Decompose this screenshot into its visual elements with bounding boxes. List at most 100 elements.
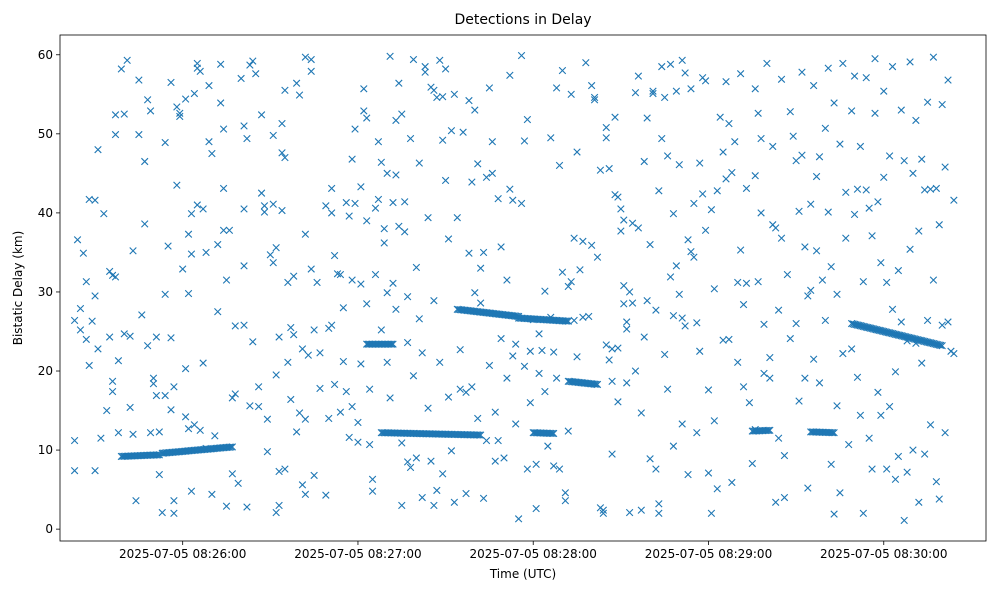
data-point xyxy=(488,138,497,146)
data-point xyxy=(227,443,235,451)
data-point xyxy=(592,380,600,388)
data-point xyxy=(316,349,324,357)
data-point xyxy=(167,334,175,342)
data-point xyxy=(675,160,683,169)
data-point xyxy=(804,484,812,492)
data-point xyxy=(669,209,678,218)
data-point xyxy=(290,330,298,339)
data-point xyxy=(637,409,645,417)
data-point xyxy=(272,371,280,379)
data-point xyxy=(327,209,336,217)
data-point xyxy=(342,198,350,207)
y-axis: 0 10 20 30 40 50 60 xyxy=(38,48,60,536)
data-point xyxy=(94,345,102,353)
data-point xyxy=(377,326,386,334)
data-points xyxy=(70,51,958,525)
data-point xyxy=(310,326,318,334)
x-axis: 2025-07-05 08:26:00 2025-07-05 08:27:00 20… xyxy=(119,541,947,561)
data-point xyxy=(269,259,277,267)
data-point xyxy=(856,142,865,151)
data-point xyxy=(141,220,149,228)
data-point xyxy=(444,235,453,243)
data-point xyxy=(143,96,152,104)
data-point xyxy=(617,227,625,235)
data-point xyxy=(880,173,888,182)
data-point xyxy=(731,138,739,146)
data-point xyxy=(278,206,286,215)
data-point xyxy=(576,266,584,274)
data-point xyxy=(760,320,768,329)
x-tick-label: 2025-07-05 08:27:00 xyxy=(294,547,421,561)
data-point xyxy=(254,383,263,391)
data-point xyxy=(383,169,391,178)
data-point xyxy=(602,123,610,132)
data-point xyxy=(923,98,932,106)
data-point xyxy=(269,131,277,140)
data-point xyxy=(541,387,549,396)
data-point xyxy=(514,515,523,523)
data-point xyxy=(387,340,396,348)
data-point xyxy=(348,276,356,284)
data-point xyxy=(184,230,193,238)
data-point xyxy=(658,62,666,71)
data-point xyxy=(161,391,169,400)
data-point xyxy=(88,317,96,325)
data-point xyxy=(646,455,654,463)
data-point xyxy=(450,90,459,98)
data-point xyxy=(222,502,231,510)
data-point xyxy=(655,500,663,508)
data-point xyxy=(290,272,298,280)
data-point xyxy=(754,109,762,117)
data-point xyxy=(669,311,678,320)
data-point xyxy=(146,107,155,115)
data-point xyxy=(777,75,786,83)
data-point xyxy=(214,308,222,316)
data-point xyxy=(380,225,388,233)
data-point xyxy=(100,209,108,218)
y-tick-label: 20 xyxy=(38,364,53,378)
data-point xyxy=(637,506,645,514)
data-point xyxy=(231,390,239,398)
data-point xyxy=(681,322,689,330)
data-point xyxy=(640,333,648,341)
data-point xyxy=(701,77,710,85)
data-point xyxy=(266,251,275,259)
data-point xyxy=(225,226,234,234)
data-point xyxy=(672,87,681,95)
data-point xyxy=(906,58,914,66)
data-point xyxy=(809,81,818,90)
data-point xyxy=(412,454,421,462)
x-tick-label: 2025-07-05 08:28:00 xyxy=(469,547,596,561)
data-point xyxy=(567,277,575,286)
y-tick-label: 10 xyxy=(38,443,53,457)
data-point xyxy=(552,374,561,382)
data-point xyxy=(459,128,467,136)
data-point xyxy=(199,205,207,213)
data-point xyxy=(623,318,631,326)
data-point xyxy=(219,226,228,234)
data-point xyxy=(436,56,444,64)
data-point xyxy=(339,357,348,366)
data-point xyxy=(786,108,794,116)
data-point xyxy=(520,362,529,370)
data-point xyxy=(500,454,508,462)
data-point xyxy=(757,134,765,143)
data-point xyxy=(652,306,660,314)
data-point xyxy=(330,251,339,260)
data-point xyxy=(614,398,622,406)
data-point xyxy=(880,87,888,95)
data-point xyxy=(494,436,502,445)
data-point xyxy=(281,465,289,473)
x-tick-label: 2025-07-05 08:29:00 xyxy=(645,547,772,561)
data-point xyxy=(564,317,572,325)
data-point xyxy=(555,465,564,473)
data-point xyxy=(216,99,225,107)
data-point xyxy=(549,462,558,470)
data-point xyxy=(120,330,128,338)
data-point xyxy=(462,388,470,397)
data-point xyxy=(196,67,204,76)
data-point xyxy=(859,277,868,286)
data-point xyxy=(573,148,581,156)
data-point xyxy=(608,377,616,385)
data-point xyxy=(368,487,377,495)
